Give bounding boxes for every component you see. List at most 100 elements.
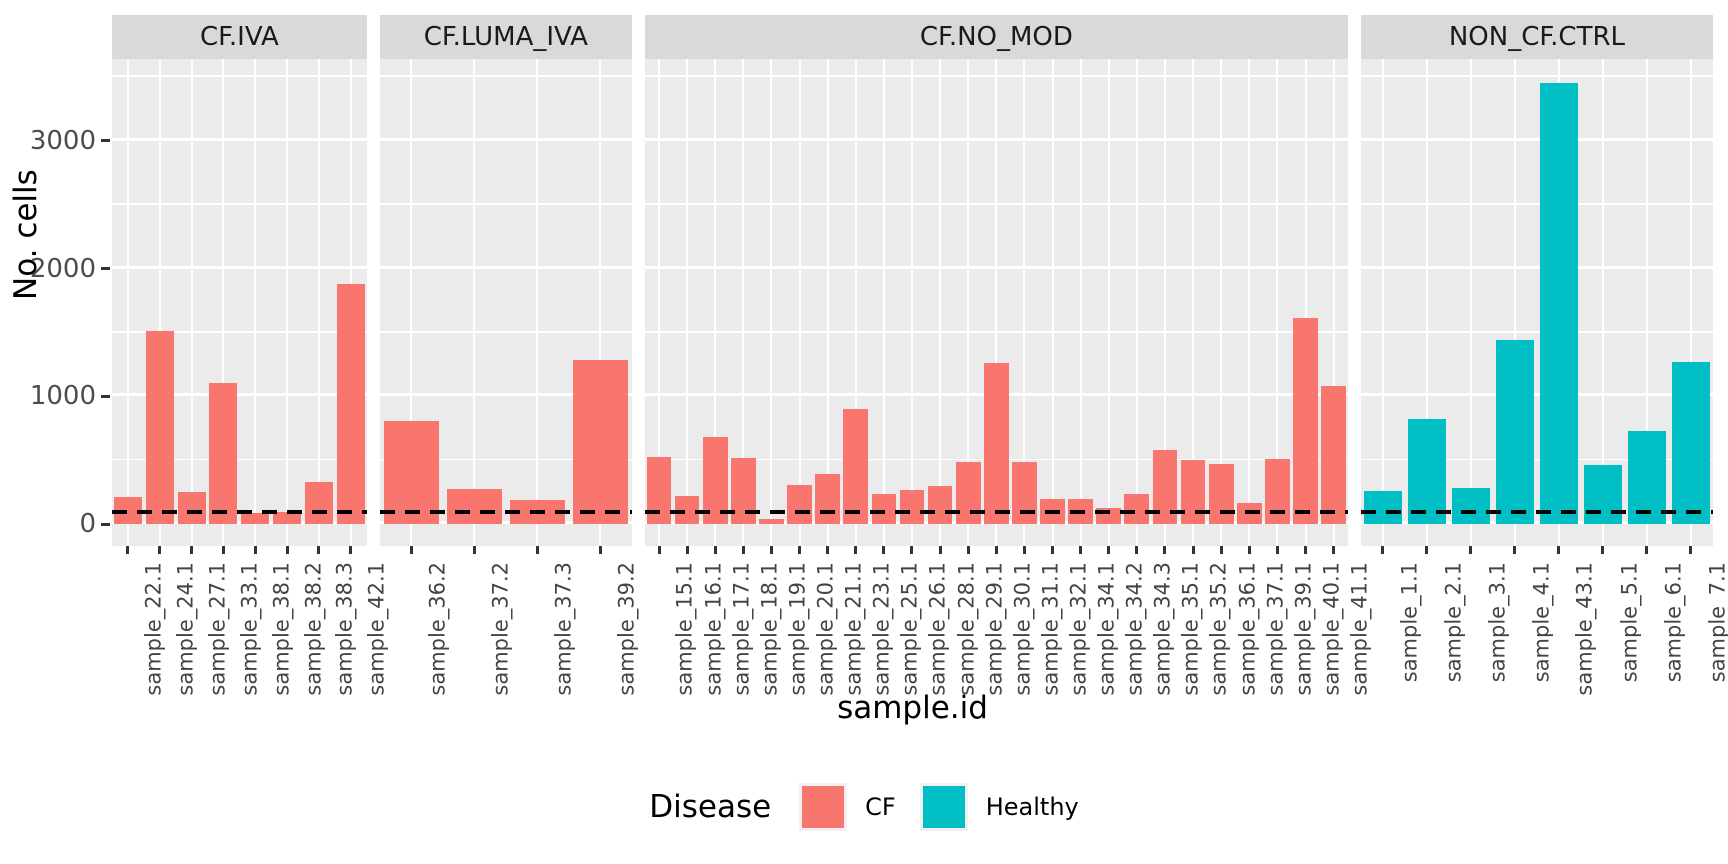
bar-sample_38.3 <box>304 482 333 525</box>
x-tick-cell <box>926 546 954 556</box>
x-tick-cell <box>1405 546 1449 556</box>
x-tick-mark <box>535 546 539 554</box>
x-tick-cell <box>1179 546 1207 556</box>
bar-slots <box>645 59 1348 546</box>
bar-sample_4.1 <box>1495 340 1535 525</box>
bar-sample_37.2 <box>446 488 503 525</box>
slot-sample_22.1 <box>112 59 144 546</box>
gridline-vertical <box>1107 59 1110 546</box>
x-tick-cell <box>569 546 632 556</box>
slot-sample_41.1 <box>1320 59 1348 546</box>
x-label-cell: sample_34.1 <box>1067 556 1119 696</box>
bar-sample_18.1 <box>730 457 756 525</box>
slot-sample_39.2 <box>569 59 632 546</box>
x-label-cell: sample_6.1 <box>1625 556 1685 682</box>
legend-swatch-CF <box>799 783 848 831</box>
gridline-vertical <box>1248 59 1251 546</box>
gridline-vertical <box>1689 59 1692 546</box>
gridline-vertical <box>939 59 942 546</box>
slot-sample_18.1 <box>729 59 757 546</box>
x-label-cell: sample_25.1 <box>870 556 922 696</box>
gridline-vertical <box>995 59 998 546</box>
legend-item-CF: CF <box>799 783 896 831</box>
gridline-vertical <box>190 59 193 546</box>
bar-sample_26.1 <box>899 490 925 525</box>
x-tick-cell <box>1493 546 1537 556</box>
bar-sample_5.1 <box>1583 465 1623 525</box>
x-tick-mark <box>685 546 689 554</box>
x-label-cell: sample_16.1 <box>673 556 725 696</box>
x-tick-cell <box>1581 546 1625 556</box>
x-axis-labels: sample_36.2 sample_37.2 sample_37.3 sample_… <box>380 556 638 696</box>
slot-sample_42.1 <box>335 59 367 546</box>
gridline-vertical <box>826 59 829 546</box>
x-tick-cell <box>380 546 443 556</box>
x-label-cell: sample_21.1 <box>814 556 866 696</box>
x-label-cell: sample_39.1 <box>1263 556 1315 696</box>
x-label-cell: sample_30.1 <box>982 556 1034 696</box>
x-tick-cell <box>176 546 208 556</box>
x-tick-mark <box>1689 546 1693 554</box>
gridline-minor <box>379 458 632 461</box>
gridline-vertical <box>798 59 801 546</box>
x-tick-cell <box>1151 546 1179 556</box>
facet-CF.IVA: CF.IVA sample_22.1 sample_24.1 sample_27.1 s… <box>112 15 389 696</box>
bar-sample_33.1 <box>209 383 238 525</box>
gridline-vertical <box>1381 59 1384 546</box>
slot-sample_17.1 <box>701 59 729 546</box>
x-tick-mark <box>1022 546 1026 554</box>
y-tick-label: 1000 <box>29 381 96 412</box>
slot-sample_39.1 <box>1263 59 1291 546</box>
x-tick-cell <box>1320 546 1348 556</box>
bar-sample_6.1 <box>1627 430 1667 525</box>
slot-sample_35.2 <box>1179 59 1207 546</box>
gridline-minor <box>379 331 632 333</box>
bar-sample_24.1 <box>145 331 174 525</box>
x-label-cell: sample_33.1 <box>208 556 261 696</box>
x-tick-cell <box>898 546 926 556</box>
slot-sample_4.1 <box>1493 59 1537 546</box>
gridline-minor <box>379 203 632 205</box>
x-tick-mark <box>126 546 130 554</box>
legend: Disease CF Healthy <box>0 783 1728 831</box>
x-tick-mark <box>1247 546 1251 554</box>
x-axis-ticks <box>1361 546 1713 556</box>
slot-sample_37.3 <box>506 59 569 546</box>
x-tick-mark <box>221 546 225 554</box>
x-tick-mark <box>882 546 886 554</box>
x-label-cell: sample_31.1 <box>1010 556 1062 696</box>
gridline-vertical <box>1645 59 1648 546</box>
bar-sample_25.1 <box>871 494 897 525</box>
x-tick-cell <box>954 546 982 556</box>
facet-strip-label: CF.NO_MOD <box>919 22 1073 52</box>
x-axis-labels: sample_15.1 sample_16.1 sample_17.1 sample_… <box>645 556 1372 696</box>
slot-sample_31.1 <box>1010 59 1038 546</box>
x-tick-cell <box>1449 546 1493 556</box>
gridline-vertical <box>1023 59 1026 546</box>
slot-sample_37.1 <box>1235 59 1263 546</box>
x-label-cell: sample_38.3 <box>303 556 357 696</box>
gridline-vertical <box>1135 59 1138 546</box>
gridline-minor <box>1360 203 1713 205</box>
slot-sample_3.1 <box>1449 59 1493 546</box>
x-axis-labels: sample_1.1 sample_2.1 sample_3.1 sample_4.1… <box>1361 556 1728 696</box>
x-tick-cell <box>729 546 757 556</box>
slot-sample_37.2 <box>443 59 506 546</box>
x-label-cell: sample_39.2 <box>569 556 638 696</box>
gridline-vertical <box>658 59 660 546</box>
bar-sample_34.3 <box>1124 493 1150 525</box>
x-label-cell: sample_18.1 <box>729 556 781 696</box>
x-label-cell: sample_1.1 <box>1361 556 1421 682</box>
slot-sample_23.1 <box>842 59 870 546</box>
slot-sample_29.1 <box>954 59 982 546</box>
slot-sample_19.1 <box>757 59 785 546</box>
bar-sample_28.1 <box>927 485 953 525</box>
gridline-vertical <box>742 59 745 546</box>
x-label-cell: sample_28.1 <box>926 556 978 696</box>
x-tick-cell <box>1235 546 1263 556</box>
bar-sample_36.1 <box>1208 464 1234 525</box>
x-label-cell: sample_35.2 <box>1179 556 1231 696</box>
x-tick-mark <box>910 546 914 554</box>
bar-sample_35.2 <box>1180 460 1206 525</box>
x-label-cell: sample_37.3 <box>506 556 575 696</box>
